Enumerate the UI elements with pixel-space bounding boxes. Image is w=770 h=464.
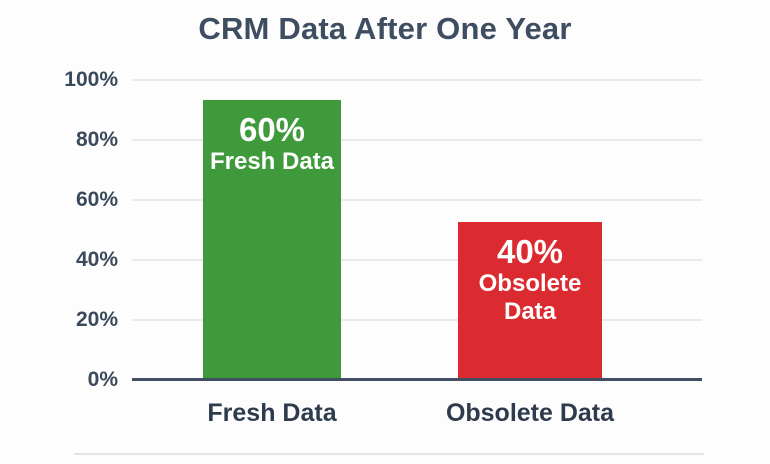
bar-label-block: 40% Obsolete Data	[458, 233, 602, 326]
bar-fresh-data: 60% Fresh Data	[203, 100, 341, 380]
y-axis-tick-label: 40%	[75, 248, 118, 271]
y-axis-tick-label: 80%	[75, 128, 118, 151]
x-axis-category-label: Obsolete Data	[445, 399, 615, 427]
bar-value-label: 60%	[238, 111, 306, 148]
y-gridline	[132, 139, 702, 141]
y-axis-tick-label: 20%	[75, 308, 118, 331]
x-axis-line	[132, 378, 702, 381]
bar-value-label: 40%	[496, 233, 564, 270]
y-axis-tick-label: 0%	[87, 368, 118, 391]
y-gridline	[132, 199, 702, 201]
y-axis-tick-label: 100%	[64, 68, 118, 91]
y-gridline	[132, 319, 702, 321]
chart-title: CRM Data After One Year	[198, 11, 572, 46]
bar-inner-label: Obsolete Data	[478, 270, 582, 325]
y-gridline	[132, 79, 702, 81]
bar-obsolete-data: 40% Obsolete Data	[458, 222, 602, 380]
y-gridline	[132, 259, 702, 261]
x-axis-category-label: Fresh Data	[207, 399, 337, 427]
y-axis-tick-label: 60%	[75, 188, 118, 211]
bar-label-block: 60% Fresh Data	[203, 111, 341, 176]
bottom-divider	[74, 453, 704, 455]
bar-inner-label: Fresh Data	[209, 148, 335, 175]
